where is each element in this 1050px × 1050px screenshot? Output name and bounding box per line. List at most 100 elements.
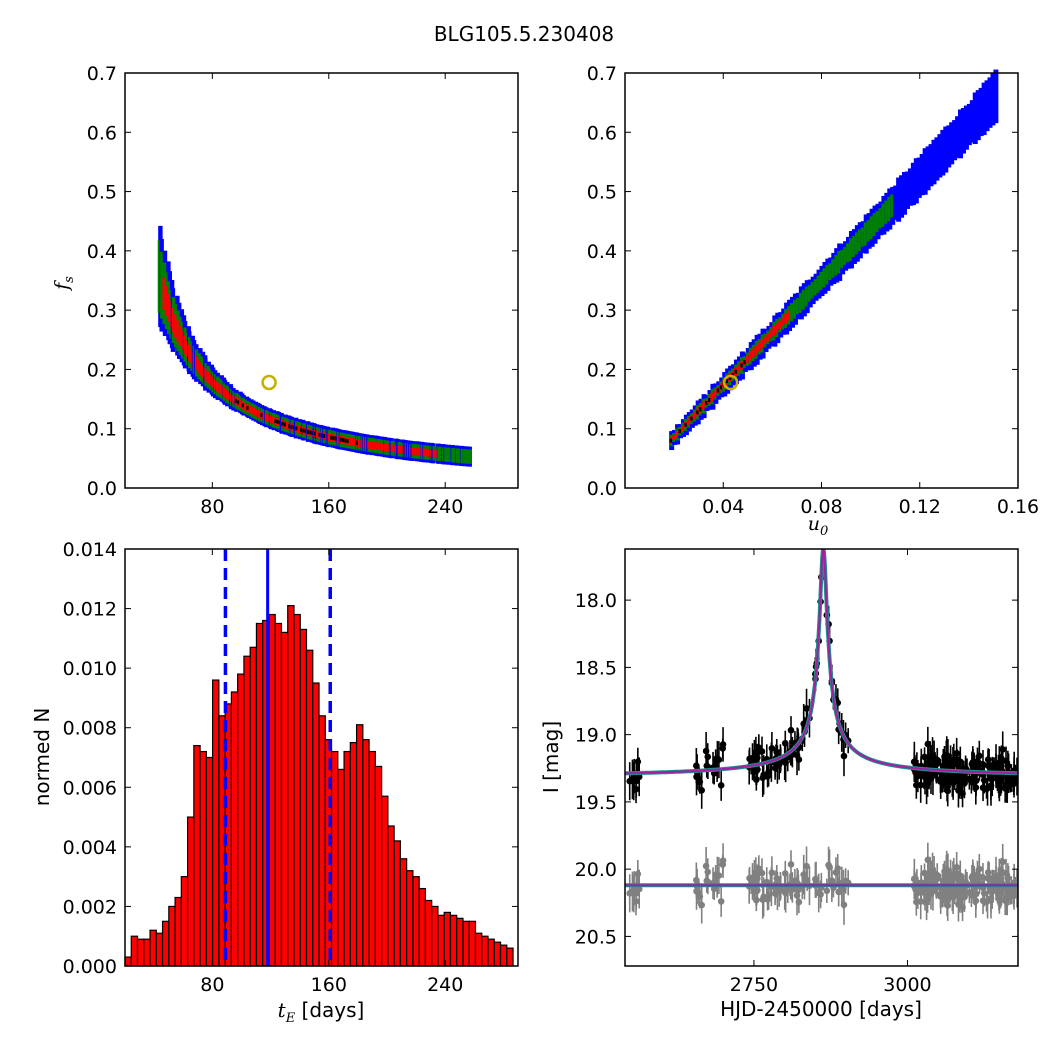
cell-green	[881, 203, 887, 227]
cell-red	[736, 364, 742, 373]
cell-green	[834, 255, 840, 276]
cell-red	[787, 310, 793, 321]
y-tick-label: 0.006	[63, 777, 117, 799]
cell-green	[878, 208, 884, 229]
cell-red	[206, 371, 212, 384]
x-tick-label: 2750	[730, 974, 778, 996]
y-tick-label: 0.000	[63, 956, 117, 978]
y-tick-label: 0.4	[587, 241, 617, 263]
y-tick-label: 19.5	[575, 792, 617, 814]
data-point	[634, 758, 642, 765]
panel-fs-vs-te: 80 160 240 0.0 0.1 0.2 0.3 0.4 0.5 0.6 0.7 fs	[51, 63, 519, 518]
cell-black	[743, 360, 748, 365]
cell-black	[309, 430, 314, 435]
cell-green	[854, 232, 860, 255]
histogram-bar	[193, 744, 201, 967]
cell-blue	[910, 162, 916, 206]
cell-black	[341, 438, 346, 443]
cell-red	[197, 359, 202, 373]
residual-point	[719, 857, 727, 864]
panel-lightcurve: 2750 3000 18.0 18.5 19.0 19.5 20.0 20.5 I [mag]…	[539, 548, 1019, 1021]
cell-black	[237, 400, 242, 405]
y-tick-label: 18.5	[575, 657, 617, 679]
cell-red	[425, 448, 430, 457]
cell-blue	[907, 168, 913, 206]
cell-red	[188, 344, 193, 361]
cell-blue	[925, 146, 931, 191]
cell-black	[344, 438, 349, 443]
cell-green	[887, 196, 893, 222]
cell-blue	[993, 69, 999, 124]
histogram-bar	[399, 858, 408, 967]
bl-xlabel: tE [days]	[278, 998, 365, 1026]
cell-red	[432, 449, 437, 458]
cell-green	[860, 227, 866, 247]
cell-green	[801, 289, 807, 310]
y-tick-label: 0.010	[63, 658, 117, 680]
cell-black	[696, 410, 701, 415]
residual-point	[754, 886, 761, 894]
histogram-bar	[143, 938, 151, 967]
cell-red	[411, 447, 416, 455]
cell-blue	[960, 108, 966, 154]
data-point	[803, 705, 810, 712]
histogram-bar	[412, 876, 420, 967]
data-point	[787, 726, 795, 734]
histogram-bar	[330, 750, 339, 967]
bl-histogram	[124, 549, 514, 967]
br-xlabel: HJD-2450000 [days]	[720, 997, 922, 1021]
histogram-bar	[449, 914, 458, 967]
data-point	[914, 772, 922, 780]
cell-red	[692, 412, 698, 419]
residual-point	[834, 865, 842, 872]
y-tick-label: 0.3	[87, 300, 117, 322]
data-point	[917, 781, 925, 789]
figure-title: BLG105.5.230408	[434, 22, 614, 46]
cell-green	[460, 448, 465, 464]
cell-blue	[893, 185, 899, 220]
cell-red	[351, 438, 356, 446]
histogram-bar	[506, 947, 514, 967]
cell-green	[840, 249, 846, 269]
histogram-bar	[149, 929, 157, 967]
residual-point	[950, 875, 958, 882]
x-tick-label: 160	[311, 974, 347, 996]
y-tick-label: 0.6	[87, 122, 117, 144]
cell-green	[467, 449, 472, 464]
histogram-bar	[462, 920, 470, 967]
histogram-bar	[312, 682, 320, 967]
data-point	[979, 761, 987, 768]
cell-green	[790, 303, 796, 322]
cell-green	[869, 216, 875, 240]
cell-red	[285, 421, 291, 430]
best-fit-marker	[261, 374, 277, 391]
histogram-bar	[393, 840, 401, 967]
cell-red	[675, 431, 681, 438]
cell-blue	[981, 82, 987, 136]
cell-black	[684, 422, 689, 427]
cell-green	[437, 446, 442, 462]
data-point	[933, 756, 941, 764]
cell-red	[423, 448, 428, 457]
cell-black	[725, 379, 730, 384]
cell-green	[875, 210, 881, 233]
cell-blue	[916, 157, 922, 198]
cell-blue	[937, 134, 943, 178]
cell-black	[295, 426, 300, 431]
cell-red	[769, 330, 775, 339]
cell-black	[306, 429, 311, 434]
cell-green	[813, 279, 819, 296]
cell-red	[176, 320, 181, 342]
residual-point	[917, 898, 925, 905]
residual-point	[635, 885, 643, 893]
tl-heatmap	[157, 225, 472, 467]
y-tick-label: 0.004	[63, 837, 117, 859]
data-point	[719, 741, 727, 748]
histogram-bar	[387, 825, 395, 967]
cell-black	[274, 419, 279, 424]
data-point	[768, 745, 776, 752]
residual-point	[979, 874, 987, 881]
cell-red	[248, 405, 253, 414]
cell-black	[339, 437, 344, 442]
